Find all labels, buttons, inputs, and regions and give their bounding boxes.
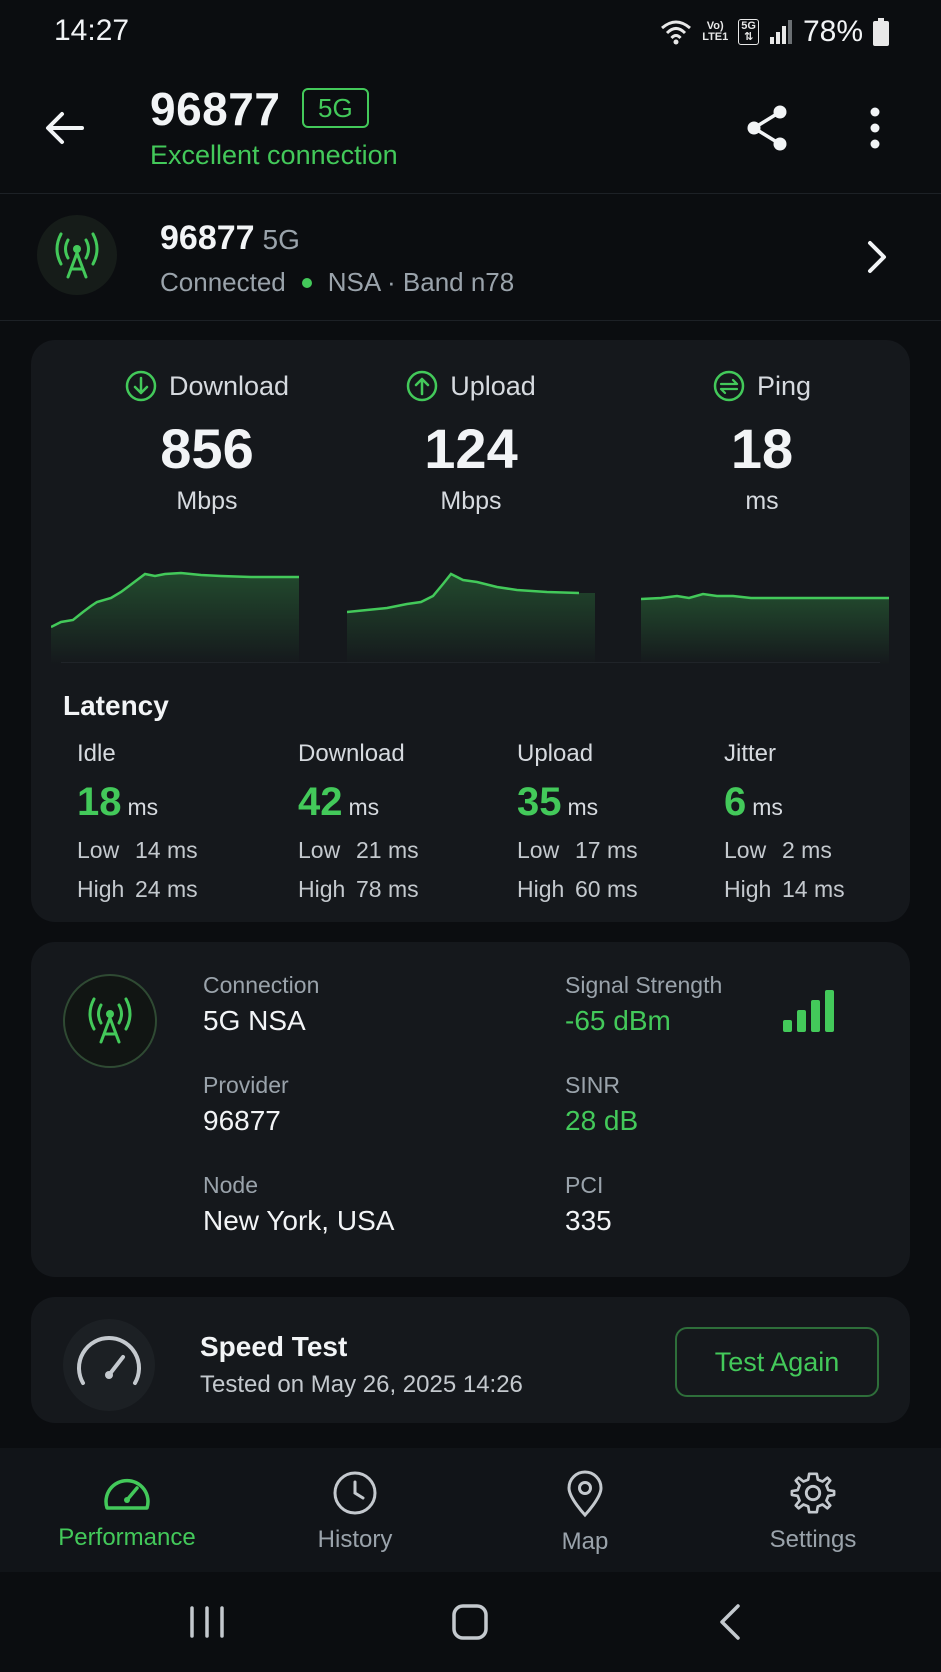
battery-percent: 78% [802, 15, 863, 48]
more-vertical-icon[interactable] [860, 102, 890, 154]
upload-unit: Mbps [440, 487, 502, 515]
status-icons: Vo) LTE1 5G ⇅ 78% [660, 14, 889, 50]
app-header: 96877 5G Excellent connection [0, 66, 941, 194]
latency-title: Latency [63, 690, 169, 721]
upload-metric: Upload 124 Mbps [341, 370, 601, 516]
map-pin-icon [567, 1470, 603, 1518]
nav-settings[interactable]: Settings [713, 1470, 913, 1554]
antenna-icon [63, 974, 157, 1068]
speed-results-card: Download 856 Mbps Upload 124 Mbps Ping 1… [31, 340, 910, 922]
wifi-icon [661, 20, 692, 45]
chevron-right-icon[interactable] [862, 237, 892, 277]
cell-signal-icon [769, 20, 792, 44]
share-icon[interactable] [744, 102, 792, 154]
signal-strength-info: Signal Strength -65 dBm [565, 972, 723, 1036]
speed-test-card: Speed Test Tested on May 26, 2025 14:26 … [31, 1297, 910, 1423]
connection-row[interactable]: 96877 5G Connected NSA · Band n78 [0, 195, 941, 321]
upload-circle-icon [406, 370, 438, 402]
latency-upload: Upload 35 ms Low 17 ms High 60 ms [517, 740, 638, 902]
status-bar: 14:27 Vo) LTE1 5G ⇅ 78% [0, 0, 941, 66]
connection-type: 5G [262, 224, 300, 255]
back-arrow-icon[interactable] [40, 102, 92, 154]
download-label: Download [168, 370, 290, 401]
battery-icon [873, 18, 889, 46]
upload-value: 124 [424, 417, 518, 480]
ping-metric: Ping 18 ms [632, 370, 892, 516]
volte-icon: Vo) LTE1 [702, 20, 729, 43]
latency-idle: Idle 18 ms Low 14 ms High 24 ms [77, 740, 198, 902]
clock-icon [333, 1471, 377, 1515]
ping-sparkline [641, 592, 889, 665]
card-divider [61, 662, 880, 663]
ping-unit: ms [745, 487, 779, 515]
nav-map[interactable]: Map [485, 1470, 685, 1556]
provider-info: Provider 96877 [203, 1072, 289, 1136]
back-icon[interactable] [706, 1600, 756, 1644]
speed-test-title: Speed Test [200, 1331, 348, 1362]
5g-icon: 5G ⇅ [738, 19, 759, 45]
nav-performance[interactable]: Performance [27, 1470, 227, 1552]
upload-label: Upload [450, 370, 536, 401]
latency-download: Download 42 ms Low 21 ms High 78 ms [298, 740, 419, 902]
status-dot [301, 277, 312, 288]
status-time: 14:27 [54, 14, 130, 47]
bottom-navigation: Performance History Map Settings [0, 1448, 941, 1572]
connection-name: 96877 5G [160, 219, 300, 257]
home-icon[interactable] [445, 1600, 495, 1644]
gauge-icon [104, 1478, 150, 1510]
speed-test-date: Tested on May 26, 2025 14:26 [200, 1371, 523, 1398]
ping-label: Ping [756, 370, 812, 401]
download-metric: Download 856 Mbps [77, 370, 337, 516]
pci-info: PCI 335 [565, 1172, 612, 1236]
recents-icon[interactable] [182, 1600, 232, 1644]
download-unit: Mbps [176, 487, 238, 515]
signal-bars-icon [783, 990, 834, 1032]
sinr-info: SINR 28 dB [565, 1072, 639, 1136]
download-circle-icon [125, 370, 157, 402]
node-info: Node New York, USA [203, 1172, 395, 1236]
antenna-icon [37, 215, 117, 295]
speedometer-icon [63, 1319, 155, 1411]
upload-sparkline [347, 572, 595, 665]
network-info-card: Connection 5G NSA Provider 96877 Node Ne… [31, 942, 910, 1277]
nav-history[interactable]: History [255, 1470, 455, 1554]
latency-jitter: Jitter 6 ms Low 2 ms High 14 ms [724, 740, 845, 902]
connection-status: Connected NSA · Band n78 [160, 267, 515, 297]
connection-type-info: Connection 5G NSA [203, 972, 320, 1036]
system-navigation-bar [0, 1572, 941, 1672]
page-title: 96877 [150, 83, 281, 135]
test-again-button[interactable]: Test Again [675, 1327, 879, 1397]
download-sparkline [51, 571, 299, 665]
gear-icon [790, 1472, 836, 1514]
download-value: 856 [160, 417, 254, 480]
network-type-badge: 5G [302, 88, 369, 128]
ping-value: 18 [730, 417, 794, 480]
ping-circle-icon [713, 370, 745, 402]
connection-quality: Excellent connection [150, 140, 398, 170]
